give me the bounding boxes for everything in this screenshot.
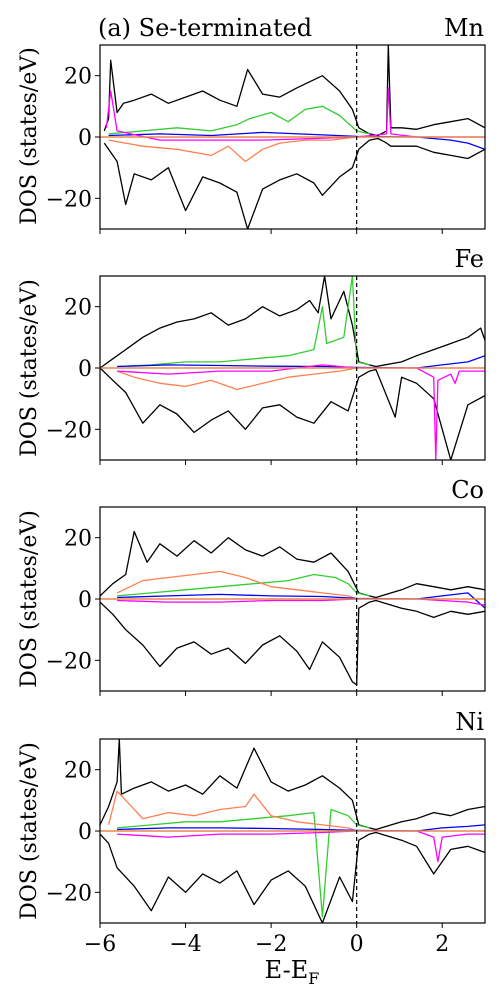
dos-curve-4 xyxy=(117,592,485,609)
y-tick-label: −20 xyxy=(46,418,92,443)
y-tick-label: −20 xyxy=(46,187,92,212)
y-axis-label: DOS (states/eV) xyxy=(17,742,42,920)
dos-curve-0 xyxy=(103,45,485,137)
dos-curve-4 xyxy=(117,355,485,369)
x-tick-label: 2 xyxy=(435,932,449,957)
dos-curve-3 xyxy=(116,367,357,391)
dos-curve-4 xyxy=(108,131,485,150)
dos-curve-0 xyxy=(100,276,485,369)
dos-curve-1 xyxy=(103,137,485,229)
y-tick-label: 0 xyxy=(78,820,92,845)
x-tick-label: 0 xyxy=(350,932,364,957)
x-axis-label: E-EF xyxy=(265,956,320,988)
dos-curve-5 xyxy=(117,598,485,606)
plot-area xyxy=(100,276,485,460)
dos-curve-0 xyxy=(100,530,485,599)
dos-curve-2 xyxy=(117,808,370,918)
dos-curve-2 xyxy=(117,276,370,368)
panel-title-fe: Fe xyxy=(454,245,484,273)
panel-title-mn: Mn xyxy=(444,14,484,42)
y-tick-label: 20 xyxy=(64,759,92,784)
y-axis-label: DOS (states/eV) xyxy=(17,279,42,457)
dos-curve-5 xyxy=(105,87,485,141)
y-tick-label: −20 xyxy=(46,649,92,674)
panel-fe: Fe DOS (states/eV) 20 0 −20 xyxy=(17,245,486,465)
dos-curve-1 xyxy=(100,599,485,686)
plot-area xyxy=(100,739,485,923)
y-tick-label: 20 xyxy=(64,65,92,90)
y-tick-label: 0 xyxy=(78,126,92,151)
dos-curve-3 xyxy=(108,136,357,163)
dos-curve-1 xyxy=(100,367,485,460)
x-tick-label: −2 xyxy=(255,932,287,957)
y-tick-label: 0 xyxy=(78,588,92,613)
dos-curve-3 xyxy=(116,570,357,600)
x-tick-label: −4 xyxy=(169,932,201,957)
panel-co: Co DOS (states/eV) 20 0 −20 xyxy=(17,476,486,696)
y-tick-label: 20 xyxy=(64,296,92,321)
dos-curve-2 xyxy=(117,573,370,597)
dos-curve-0 xyxy=(100,739,485,831)
plot-area xyxy=(100,530,485,686)
y-axis-label: DOS (states/eV) xyxy=(17,47,42,225)
panel-mn: (a) Se-terminated Mn DOS (states/eV) 20 0… xyxy=(17,14,486,234)
panel-label: (a) Se-terminated xyxy=(98,14,312,42)
dos-curve-2 xyxy=(108,105,370,135)
y-tick-label: 0 xyxy=(78,357,92,382)
plot-area xyxy=(100,45,485,229)
y-tick-label: 20 xyxy=(64,527,92,552)
dos-curve-5 xyxy=(117,830,485,863)
dos-curve-1 xyxy=(100,831,485,923)
panel-title-ni: Ni xyxy=(455,708,484,736)
dos-curve-4 xyxy=(117,824,485,832)
panel-title-co: Co xyxy=(451,476,484,504)
dos-curve-3 xyxy=(107,790,357,832)
y-axis-label: DOS (states/eV) xyxy=(17,510,42,688)
y-tick-label: −20 xyxy=(46,881,92,906)
dos-curve-5 xyxy=(117,364,485,460)
x-tick-label: −6 xyxy=(84,932,116,957)
